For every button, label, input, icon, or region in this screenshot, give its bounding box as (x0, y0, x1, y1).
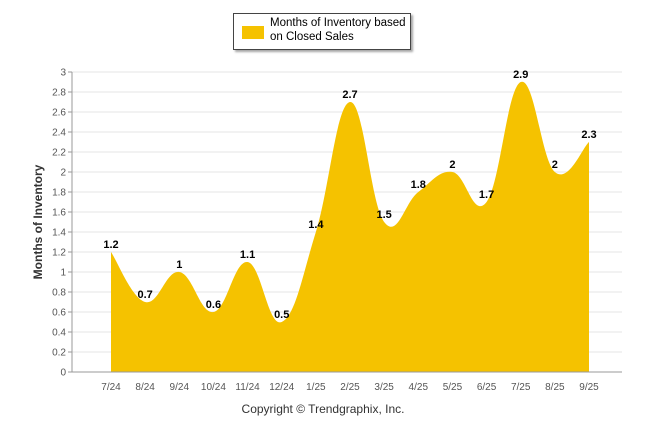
x-tick-label: 7/24 (101, 382, 121, 393)
data-labels: 1.2 0.7 1 0.6 1.1 0.5 1.4 2.7 1.5 1.8 2 1.7 2.9 2 2.3 (103, 69, 596, 321)
data-label: 2 (449, 159, 455, 171)
y-tick-label: 1.6 (52, 208, 66, 219)
y-tick-label: 2.6 (52, 108, 66, 119)
y-axis-ticks: 0 0.2 0.4 0.6 0.8 1 1.2 1.4 1.6 1.8 2 2.2 2.4 2.6 2.8 3 (52, 68, 72, 379)
x-tick-label: 9/25 (579, 382, 599, 393)
y-tick-label: 0.6 (52, 308, 66, 319)
data-label: 1.2 (103, 239, 118, 251)
data-label: 2.9 (513, 69, 528, 81)
y-tick-label: 0.8 (52, 288, 66, 299)
data-label: 1.4 (308, 219, 324, 231)
x-tick-label: 6/25 (477, 382, 497, 393)
x-tick-label: 11/24 (235, 382, 260, 393)
copyright-text: Copyright © Trendgraphix, Inc. (241, 402, 405, 416)
data-label: 2 (552, 159, 558, 171)
axes (71, 72, 622, 373)
data-label: 2.3 (581, 129, 596, 141)
data-label: 1 (176, 259, 182, 271)
data-label: 1.1 (240, 249, 255, 261)
area-series (111, 81, 589, 372)
legend-label: Months of Inventory based on Closed Sale… (270, 17, 406, 43)
y-tick-label: 0 (60, 368, 66, 379)
y-tick-label: 2.8 (52, 88, 66, 99)
data-label: 2.7 (342, 89, 357, 101)
y-tick-label: 2 (60, 168, 66, 179)
y-tick-label: 0.4 (52, 328, 66, 339)
y-tick-label: 3 (60, 68, 66, 79)
x-tick-label: 7/25 (511, 382, 531, 393)
legend-swatch (242, 26, 264, 39)
y-axis-label: Months of Inventory (31, 164, 45, 279)
legend: Months of Inventory based on Closed Sale… (233, 13, 411, 50)
data-label: 0.5 (274, 309, 289, 321)
area-fill (111, 81, 589, 372)
x-tick-label: 3/25 (374, 382, 394, 393)
y-tick-label: 1.4 (52, 228, 66, 239)
y-tick-label: 0.2 (52, 348, 66, 359)
x-tick-label: 9/24 (170, 382, 190, 393)
y-tick-label: 1.8 (52, 188, 66, 199)
data-label: 1.7 (479, 189, 494, 201)
data-label: 0.7 (137, 289, 152, 301)
x-tick-label: 4/25 (409, 382, 429, 393)
x-tick-label: 5/25 (443, 382, 463, 393)
y-tick-label: 2.2 (52, 148, 66, 159)
y-tick-label: 1.2 (52, 248, 66, 259)
data-label: 1.8 (411, 179, 426, 191)
x-tick-label: 2/25 (340, 382, 360, 393)
x-tick-label: 8/25 (545, 382, 565, 393)
y-tick-label: 2.4 (52, 128, 66, 139)
y-tick-label: 1 (60, 268, 66, 279)
x-tick-label: 12/24 (269, 382, 294, 393)
x-tick-label: 1/25 (306, 382, 326, 393)
x-tick-label: 10/24 (201, 382, 226, 393)
x-axis-ticks: 7/24 8/24 9/24 10/24 11/24 12/24 1/25 2/25 3/25 4… (101, 382, 599, 393)
data-label: 0.6 (206, 299, 221, 311)
x-tick-label: 8/24 (135, 382, 155, 393)
data-label: 1.5 (376, 209, 391, 221)
